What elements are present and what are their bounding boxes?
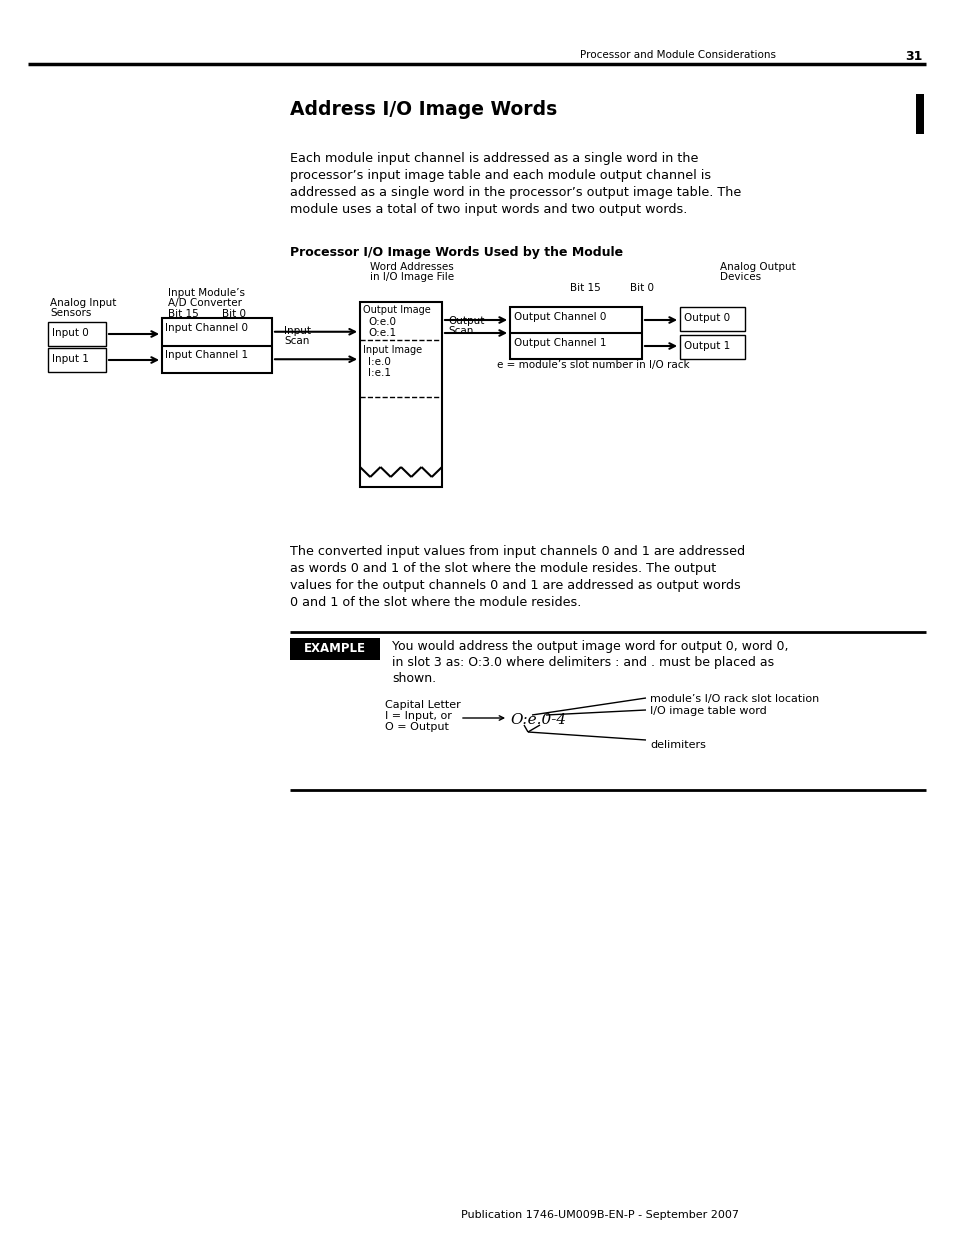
Text: Scan: Scan [448,326,473,336]
Text: O = Output: O = Output [385,722,449,732]
Text: O:e.1: O:e.1 [368,329,395,338]
Text: O:e.0: O:e.0 [368,317,395,327]
Text: Processor and Module Considerations: Processor and Module Considerations [579,49,775,61]
Text: EXAMPLE: EXAMPLE [304,642,366,656]
Bar [679,335,744,359]
Text: Analog Input: Analog Input [50,298,116,308]
Text: Processor I/O Image Words Used by the Module: Processor I/O Image Words Used by the Mo… [290,246,622,259]
Text: values for the output channels 0 and 1 are addressed as output words: values for the output channels 0 and 1 a… [290,579,740,592]
Text: processor’s input image table and each module output channel is: processor’s input image table and each m… [290,169,710,182]
Text: 31: 31 [904,49,922,63]
Text: Output 0: Output 0 [683,312,729,324]
Text: Output Channel 0: Output Channel 0 [514,312,606,322]
Bar [290,638,379,659]
Bar [359,303,441,487]
Bar [510,308,641,359]
Bar [915,94,923,135]
Bar [162,317,272,373]
Text: Input Channel 0: Input Channel 0 [165,324,248,333]
Text: Capital Letter: Capital Letter [385,700,460,710]
Text: You would address the output image word for output 0, word 0,: You would address the output image word … [392,640,788,653]
Text: Input: Input [284,326,311,336]
Text: I = Input, or: I = Input, or [385,711,452,721]
Text: module’s I/O rack slot location: module’s I/O rack slot location [649,694,819,704]
Text: Sensors: Sensors [50,308,91,317]
Text: I:e.0: I:e.0 [368,357,391,367]
Text: Output Channel 1: Output Channel 1 [514,338,606,348]
Text: Publication 1746-UM009B-EN-P - September 2007: Publication 1746-UM009B-EN-P - September… [460,1210,739,1220]
Text: in slot 3 as: O:3.0 where delimiters : and . must be placed as: in slot 3 as: O:3.0 where delimiters : a… [392,656,773,669]
Text: module uses a total of two input words and two output words.: module uses a total of two input words a… [290,203,687,216]
Text: Input Module’s: Input Module’s [168,288,245,298]
Text: in I/O Image File: in I/O Image File [370,272,454,282]
Text: The converted input values from input channels 0 and 1 are addressed: The converted input values from input ch… [290,545,744,558]
Text: 0 and 1 of the slot where the module resides.: 0 and 1 of the slot where the module res… [290,597,580,609]
Text: Scan: Scan [284,336,309,346]
Text: A/D Converter: A/D Converter [168,298,242,308]
Text: Output Image: Output Image [363,305,431,315]
Text: Output: Output [448,316,484,326]
Text: Bit 15: Bit 15 [168,309,198,319]
Text: shown.: shown. [392,672,436,685]
Text: Word Addresses: Word Addresses [370,262,454,272]
Text: Input Channel 1: Input Channel 1 [165,351,248,361]
Text: Each module input channel is addressed as a single word in the: Each module input channel is addressed a… [290,152,698,165]
Text: Input 0: Input 0 [52,329,89,338]
Text: I:e.1: I:e.1 [368,368,391,378]
Text: Input Image: Input Image [363,345,421,354]
Bar [679,308,744,331]
Text: Address I/O Image Words: Address I/O Image Words [290,100,557,119]
Text: delimiters: delimiters [649,740,705,750]
Text: I/O image table word: I/O image table word [649,706,766,716]
Text: Bit 0: Bit 0 [629,283,654,293]
Bar [48,322,106,346]
Text: addressed as a single word in the processor’s output image table. The: addressed as a single word in the proces… [290,186,740,199]
Text: O:e.0-4: O:e.0-4 [510,713,565,727]
Text: Input 1: Input 1 [52,354,89,364]
Text: Bit 15: Bit 15 [569,283,600,293]
Text: Output 1: Output 1 [683,341,729,351]
Text: e = module’s slot number in I/O rack: e = module’s slot number in I/O rack [497,359,689,370]
Text: Analog Output: Analog Output [720,262,795,272]
Text: as words 0 and 1 of the slot where the module resides. The output: as words 0 and 1 of the slot where the m… [290,562,716,576]
Text: Bit 0: Bit 0 [222,309,246,319]
Text: Devices: Devices [720,272,760,282]
Bar [48,348,106,372]
